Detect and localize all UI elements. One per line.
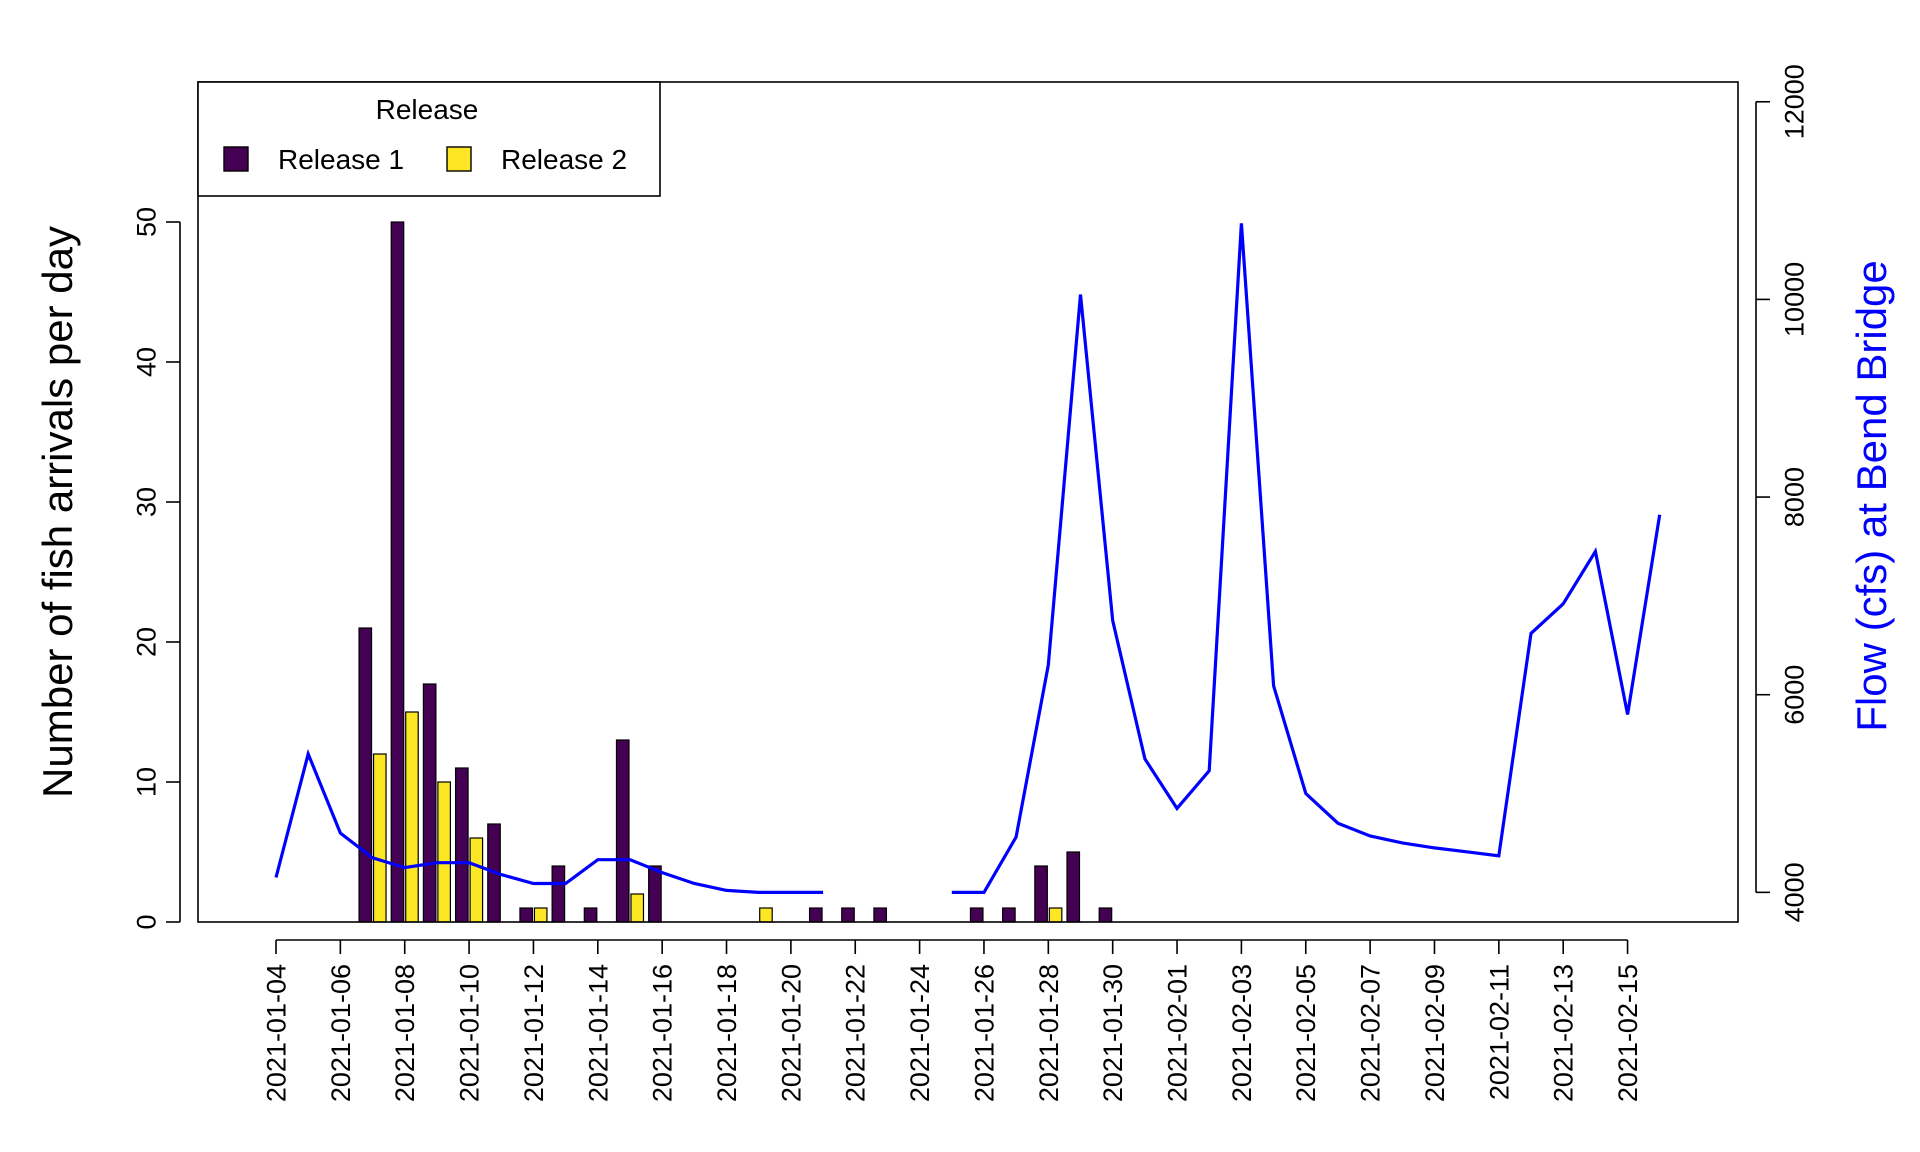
y2-axis-label: Flow (cfs) at Bend Bridge [1848, 260, 1895, 732]
legend-swatch-release-2 [446, 146, 472, 172]
y-axis-right: 4000 6000 8000 10000 12000 [1755, 64, 1809, 922]
y2-tick-label: 10000 [1779, 262, 1809, 337]
flow-line-group [274, 223, 1662, 895]
x-tick-label: 2021-02-03 [1227, 964, 1257, 1102]
bar-release-2 [1048, 907, 1063, 923]
y2-tick-label: 12000 [1779, 64, 1809, 139]
x-tick-label: 2021-01-06 [326, 964, 356, 1102]
bar-release-1 [969, 907, 984, 923]
y-axis-label: Number of fish arrivals per day [34, 226, 81, 798]
bar-release-2 [469, 837, 484, 923]
bars-group [358, 221, 1113, 923]
x-tick-label: 2021-01-26 [969, 964, 999, 1102]
x-tick-label: 2021-01-16 [648, 964, 678, 1102]
bar-release-1 [583, 907, 598, 923]
x-tick-label: 2021-01-14 [583, 964, 613, 1102]
x-axis: 2021-01-04 2021-01-06 2021-01-08 2021-01-10… [261, 939, 1643, 1102]
y2-tick-label: 4000 [1779, 862, 1809, 922]
bar-release-2 [759, 907, 773, 923]
bar-release-1 [648, 865, 662, 923]
legend: Release Release 1 Release 2 [197, 81, 661, 197]
x-tick-label: 2021-01-10 [455, 964, 485, 1102]
bar-release-2 [405, 711, 419, 923]
y2-tick-label: 6000 [1779, 665, 1809, 725]
bar-release-1 [358, 627, 373, 923]
bar-release-1 [873, 907, 888, 923]
y-tick-label: 0 [131, 914, 161, 929]
bar-release-1 [841, 907, 855, 923]
x-tick-label: 2021-01-28 [1034, 964, 1064, 1102]
legend-title: Release [376, 94, 479, 125]
flow-line [951, 223, 1662, 895]
x-tick-label: 2021-01-08 [390, 964, 420, 1102]
x-tick-label: 2021-01-20 [776, 964, 806, 1102]
bar-release-1 [551, 865, 566, 923]
x-tick-label: 2021-01-24 [905, 964, 935, 1102]
bar-release-2 [533, 907, 548, 923]
x-tick-label: 2021-01-04 [261, 964, 291, 1102]
bar-release-1 [808, 907, 823, 923]
y-tick-label: 20 [131, 627, 161, 657]
bar-release-1 [422, 683, 437, 923]
x-tick-label: 2021-02-09 [1420, 964, 1450, 1102]
bar-release-1 [519, 907, 534, 923]
x-tick-label: 2021-02-15 [1613, 964, 1643, 1102]
bar-release-2 [630, 893, 645, 923]
y-tick-label: 10 [131, 767, 161, 797]
bar-release-2 [437, 781, 451, 923]
x-tick-label: 2021-02-11 [1484, 964, 1514, 1100]
flow-line [274, 748, 824, 895]
legend-box [197, 81, 661, 197]
bar-release-1 [1098, 907, 1113, 923]
bar-release-1 [390, 221, 405, 923]
y2-tick-label: 8000 [1779, 467, 1809, 527]
bar-release-1 [454, 767, 469, 923]
y-tick-label: 30 [131, 487, 161, 517]
legend-swatch-release-1 [223, 146, 249, 172]
x-tick-label: 2021-01-22 [841, 964, 871, 1102]
x-tick-label: 2021-02-01 [1162, 964, 1192, 1102]
x-tick-label: 2021-01-30 [1098, 964, 1128, 1102]
bar-release-1 [1002, 907, 1016, 923]
y-axis-left: 0 10 20 30 40 50 [131, 207, 181, 930]
x-tick-label: 2021-01-18 [712, 964, 742, 1102]
y-tick-label: 50 [131, 207, 161, 237]
x-tick-label: 2021-02-05 [1291, 964, 1321, 1102]
bar-release-1 [615, 739, 630, 923]
bar-release-2 [372, 753, 387, 923]
plot-frame [197, 81, 1739, 923]
x-tick-label: 2021-02-07 [1356, 964, 1386, 1102]
x-tick-label: 2021-02-13 [1549, 964, 1579, 1102]
bar-release-1 [1066, 851, 1081, 923]
legend-label-release-2: Release 2 [501, 144, 627, 175]
x-tick-label: 2021-01-12 [519, 964, 549, 1102]
legend-label-release-1: Release 1 [278, 144, 404, 175]
bar-release-1 [1034, 865, 1048, 923]
y-tick-label: 40 [131, 347, 161, 377]
